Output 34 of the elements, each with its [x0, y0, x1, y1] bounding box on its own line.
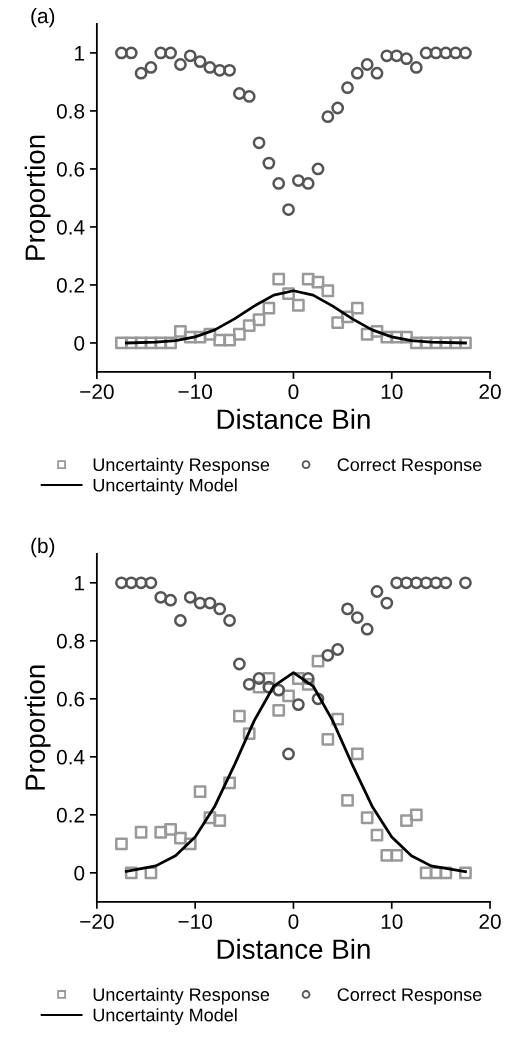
x-axis-title: Distance Bin — [217, 938, 370, 960]
x-tick-label: 0 — [288, 914, 299, 929]
y-axis-title: Proportion — [24, 665, 51, 790]
y-tick-label: 0.8 — [56, 633, 85, 649]
x-tick-label: −20 — [80, 384, 114, 400]
y-tick-label: 0.2 — [56, 807, 85, 823]
x-tick-label: −10 — [178, 914, 213, 929]
y-tick-label: 0.8 — [56, 103, 85, 119]
chart-title: (b) — [31, 537, 55, 558]
y-tick-label: 1 — [75, 576, 85, 591]
y-tick-label: 1 — [75, 46, 85, 61]
y-tick-label: 0 — [74, 865, 85, 881]
legend-label: Uncertainty Model — [93, 1008, 237, 1025]
legend-label: Uncertainty Response — [93, 457, 270, 475]
y-axis-title: Proportion — [24, 135, 51, 260]
y-tick-label: 0.6 — [56, 691, 85, 707]
x-tick-label: 10 — [381, 914, 403, 929]
y-tick-label: 0.4 — [56, 219, 85, 235]
y-tick-label: 0.2 — [56, 277, 85, 293]
chart-title: (a) — [31, 7, 55, 28]
x-axis-title: Distance Bin — [217, 408, 370, 430]
x-tick-label: −20 — [80, 914, 114, 929]
legend-label: Uncertainty Model — [93, 478, 237, 496]
y-tick-label: 0.4 — [56, 749, 85, 765]
legend-label: Uncertainty Response — [93, 987, 270, 1005]
legend-label: Correct Response — [337, 988, 482, 1005]
y-tick-label: 0 — [74, 335, 85, 351]
x-tick-label: −10 — [178, 384, 213, 400]
x-tick-label: 0 — [288, 384, 299, 400]
legend-label: Correct Response — [337, 458, 482, 475]
y-tick-label: 0.6 — [56, 161, 85, 177]
x-tick-label: 20 — [479, 914, 501, 929]
x-tick-label: 20 — [479, 384, 501, 400]
x-tick-label: 10 — [381, 384, 403, 400]
